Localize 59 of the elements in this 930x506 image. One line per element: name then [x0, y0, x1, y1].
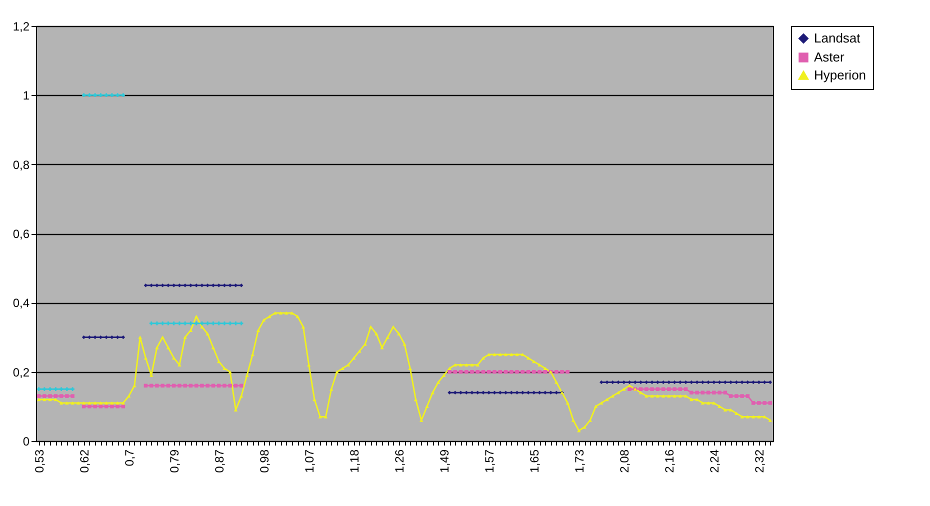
point	[211, 322, 216, 326]
x-tick-label: 1,18	[347, 449, 362, 473]
x-tick-label: 0,53	[32, 449, 46, 473]
point	[42, 387, 46, 391]
point	[104, 93, 108, 98]
point	[149, 322, 154, 326]
point	[82, 93, 86, 98]
point	[93, 93, 97, 98]
x-tick-label: 0,79	[167, 449, 182, 473]
legend-label: Hyperion	[814, 68, 866, 82]
y-tick-label: 0,2	[12, 365, 30, 380]
point	[172, 322, 176, 326]
point	[160, 322, 164, 326]
x-tick-label: 1,57	[482, 449, 496, 473]
x-tick-label: 1,49	[437, 449, 452, 473]
point	[98, 93, 103, 98]
point	[239, 322, 244, 326]
point	[48, 387, 52, 391]
x-tick-label: 1,73	[572, 449, 586, 473]
point	[166, 322, 170, 326]
y-tick-label: 0,8	[12, 158, 30, 172]
point	[216, 322, 221, 326]
point	[183, 322, 187, 326]
x-tick-label: 0,98	[257, 449, 272, 473]
x-tick-label: 1,65	[527, 449, 542, 473]
y-tick-label: 0,4	[12, 296, 30, 310]
x-tick-label: 0,62	[77, 449, 92, 473]
point	[70, 387, 74, 391]
point	[65, 387, 69, 391]
point	[110, 93, 114, 98]
point	[194, 322, 198, 326]
point	[88, 93, 92, 98]
x-tick-label: 2,08	[617, 449, 632, 473]
point	[155, 322, 159, 326]
point	[228, 322, 232, 326]
point	[116, 93, 120, 98]
legend-label: Aster	[814, 50, 846, 64]
x-tick-label: 0,7	[122, 449, 136, 466]
point	[36, 387, 41, 391]
point	[54, 387, 58, 391]
x-tick-label: 1,26	[392, 449, 406, 473]
point	[234, 322, 238, 326]
point	[206, 322, 210, 326]
point	[178, 322, 182, 326]
y-tick-label: 0,6	[12, 227, 30, 241]
point	[200, 322, 204, 326]
y-tick-label: 1	[22, 88, 30, 103]
point	[188, 322, 193, 326]
point	[121, 93, 126, 98]
x-tick-label: 0,87	[212, 449, 226, 473]
x-tick-label: 1,07	[302, 449, 316, 473]
x-tick-label: 2,24	[707, 449, 722, 473]
legend-label: Landsat	[814, 30, 861, 46]
x-tick-label: 2,16	[662, 449, 676, 473]
point	[59, 387, 64, 391]
y-tick-label: 0	[22, 434, 30, 448]
y-tick-label: 1,2	[12, 20, 30, 34]
point	[222, 322, 226, 326]
x-tick-label: 2,32	[752, 449, 766, 473]
